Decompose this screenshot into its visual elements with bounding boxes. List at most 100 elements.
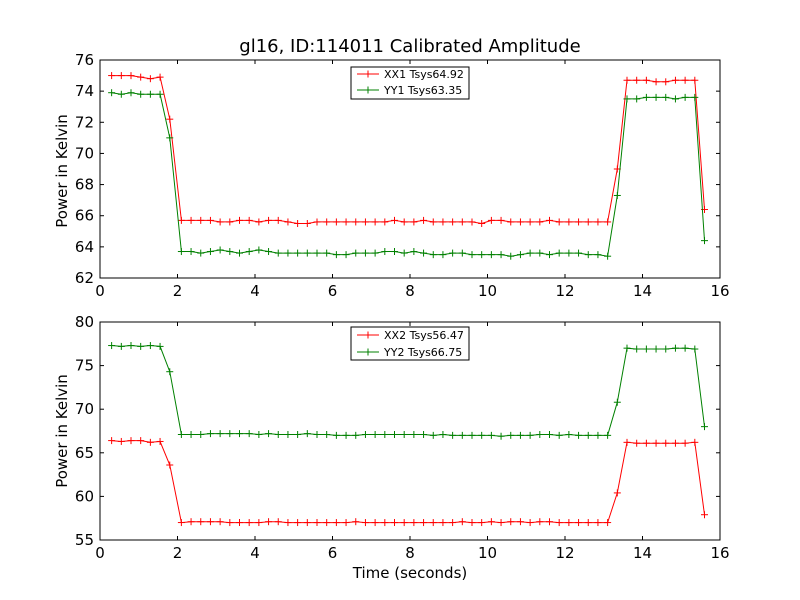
top-chart-ylabel: Power in Kelvin: [53, 114, 71, 228]
top-chart-series-0-point: [565, 218, 573, 226]
top-chart-series-0-point: [555, 218, 563, 226]
bottom-chart-series-1-point: [507, 431, 515, 439]
top-chart-xtick-label: 0: [95, 282, 105, 300]
bottom-chart-series-0-point: [206, 518, 214, 526]
bottom-chart-series-0-point: [187, 518, 195, 526]
top-chart-series-1-point: [536, 249, 544, 257]
top-chart-ytick-label: 62: [75, 269, 94, 287]
bottom-chart-series-1-point: [613, 398, 621, 406]
top-chart-series-0-point: [681, 76, 689, 84]
bottom-chart-series-0-point: [526, 519, 534, 527]
legend-marker: [364, 70, 372, 78]
top-chart-series-1-point: [342, 251, 350, 259]
top-chart-series-1-point: [127, 89, 135, 97]
bottom-chart-series-0-point: [449, 519, 457, 527]
bottom-chart-series-0-point: [265, 518, 273, 526]
top-chart-series-0-point: [342, 218, 350, 226]
bottom-chart-series-0-point: [323, 519, 331, 527]
top-chart-series-0-point: [487, 216, 495, 224]
bottom-chart-series-1-point: [342, 431, 350, 439]
top-chart-series-0-point: [313, 218, 321, 226]
bottom-chart-series-1-point: [352, 431, 360, 439]
top-chart-series-1-point: [478, 251, 486, 259]
legend-label-yy2: YY2 Tsys66.75: [383, 346, 462, 359]
bottom-chart-series-0-point: [642, 439, 650, 447]
top-chart-series-1-point: [458, 249, 466, 257]
top-chart-series-1-point: [284, 249, 292, 257]
bottom-chart-series-1-point: [371, 430, 379, 438]
bottom-chart-series-1-point: [497, 432, 505, 440]
bottom-chart-series-1-point: [236, 430, 243, 438]
top-chart-series-1-point: [671, 95, 679, 103]
bottom-chart-xtick-label: 12: [555, 544, 574, 562]
bottom-chart-series-1-point: [633, 345, 641, 353]
bottom-chart-series-0-point: [352, 518, 360, 526]
top-chart-series-0-point: [323, 218, 331, 226]
top-chart-series-0-point: [507, 218, 515, 226]
bottom-chart-series-0-point: [691, 438, 699, 446]
bottom-chart-series-1-point: [361, 430, 369, 438]
bottom-chart-series-1-point: [400, 430, 408, 438]
top-chart-xtick-label: 4: [250, 282, 260, 300]
top-chart-series-0-point: [294, 220, 302, 227]
bottom-chart-xtick-label: 6: [328, 544, 338, 562]
legend-label-xx2: XX2 Tsys56.47: [384, 329, 464, 342]
bottom-chart-series-1-point: [274, 430, 282, 438]
bottom-chart-series-1-point: [439, 430, 447, 438]
bottom-chart-series-0-point: [439, 519, 447, 527]
top-chart-series-1-point: [400, 249, 408, 257]
top-chart-xtick-label: 6: [328, 282, 338, 300]
bottom-chart-series-1-point: [166, 368, 174, 376]
top-chart-ytick-label: 72: [75, 113, 94, 131]
bottom-chart: Power in Kelvin Time (seconds) 0 2 4 6 8 10 12…: [53, 313, 730, 582]
top-chart-series-0-point: [197, 216, 205, 224]
top-chart-series-1-point: [187, 248, 195, 256]
bottom-chart-series-1-point: [652, 345, 660, 353]
top-chart-title: gl16, ID:114011 Calibrated Amplitude: [239, 36, 580, 57]
legend-marker: [364, 348, 372, 356]
bottom-chart-series-0-point: [681, 439, 689, 447]
top-chart-series-0-point: [236, 216, 243, 224]
top-chart-xtick-label: 14: [633, 282, 652, 300]
bottom-chart-series-1-point: [146, 342, 154, 350]
bottom-chart-series-0-point: [166, 461, 174, 469]
bottom-chart-series-0-point: [197, 518, 205, 526]
top-chart-series-1-point: [391, 248, 398, 256]
bottom-chart-ytick-label: 70: [75, 400, 94, 418]
top-chart-ytick-label: 66: [75, 207, 94, 225]
bottom-chart-series-0-point: [468, 519, 476, 527]
top-chart-series-1-point: [197, 249, 205, 257]
top-chart-series-1-point: [361, 249, 369, 257]
top-chart-series-0-point: [420, 216, 428, 224]
bottom-chart-ytick-label: 65: [75, 444, 94, 462]
top-chart-series-1-point: [701, 237, 708, 245]
top-chart-series-1-point: [633, 95, 641, 103]
bottom-chart-series-1-point: [156, 342, 164, 350]
top-chart-series-0-point: [245, 216, 253, 224]
bottom-chart-series-1-point: [468, 431, 476, 439]
bottom-chart-series-1-point: [381, 430, 389, 438]
top-chart-series-1-point: [575, 249, 583, 257]
bottom-chart-series-0-point: [487, 518, 495, 526]
top-chart-series-0-point: [584, 218, 592, 226]
bottom-chart-series-0-point: [497, 519, 505, 527]
top-chart-series-1-point: [352, 249, 360, 257]
top-chart-series-1-point: [468, 251, 476, 259]
bottom-chart-series-1-point: [284, 430, 292, 438]
bottom-chart-series-1-point: [555, 431, 563, 439]
top-chart: gl16, ID:114011 Calibrated Amplitude Pow…: [53, 36, 730, 300]
bottom-chart-series-1-point: [108, 342, 116, 350]
top-chart-xtick-label: 2: [173, 282, 183, 300]
bottom-chart-series-0-point: [137, 437, 145, 445]
bottom-chart-xtick-label: 16: [710, 544, 729, 562]
bottom-chart-series-0-point: [236, 519, 243, 527]
top-chart-series-0-point: [546, 216, 553, 224]
bottom-chart-xtick-label: 14: [633, 544, 652, 562]
bottom-chart-series-1-point: [623, 344, 631, 352]
bottom-chart-series-0-point: [623, 438, 631, 446]
bottom-chart-series-0-point: [294, 519, 302, 527]
top-chart-series-1-point: [313, 249, 321, 257]
top-chart-series-1-point: [429, 251, 437, 259]
top-chart-series-0-point: [429, 218, 437, 226]
bottom-chart-series-1-point: [313, 430, 321, 438]
